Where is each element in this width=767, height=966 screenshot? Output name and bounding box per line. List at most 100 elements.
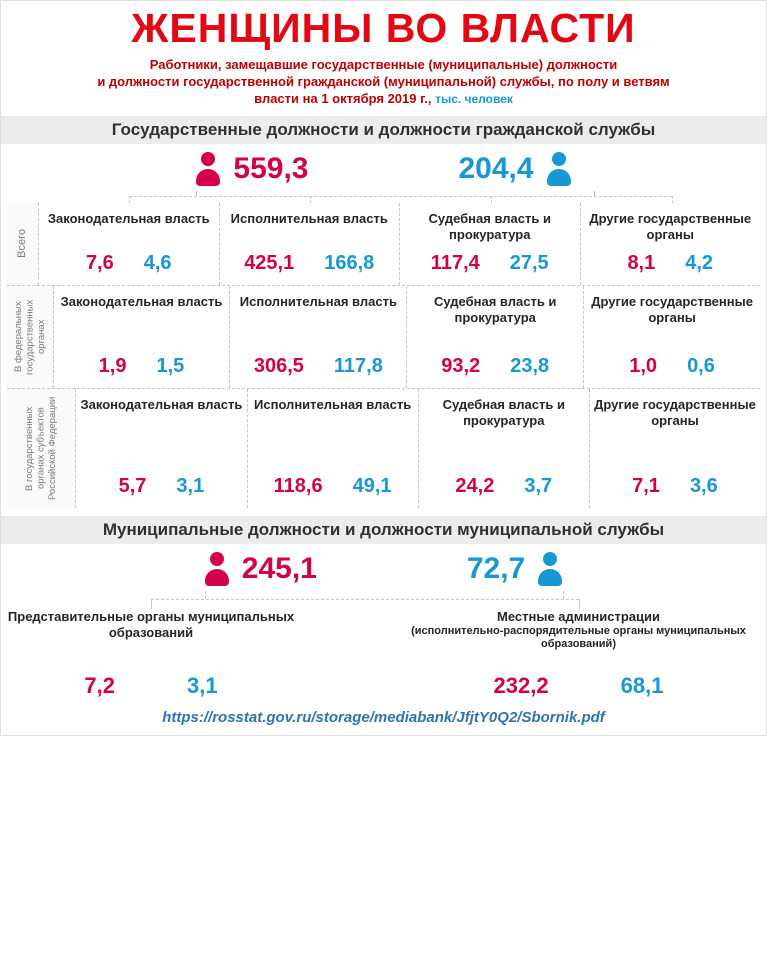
table-row-federal: В федеральных государственных органах За… — [7, 284, 760, 388]
dashed-connector-line — [129, 196, 672, 198]
men-value: 3,7 — [524, 474, 553, 497]
men-value: 0,6 — [687, 354, 715, 377]
women-value: 7,1 — [632, 474, 660, 497]
cell-values: 232,2 68,1 — [391, 673, 766, 703]
cell-other: Другие государственные органы 7,1 3,6 — [588, 388, 760, 508]
row-label-text: В государственных органах субъектов Росс… — [24, 396, 58, 500]
row-label-text: Всего — [15, 229, 28, 259]
cell-judicial: Судебная власть и прокуратура 117,4 27,5 — [399, 203, 580, 285]
men-value: 166,8 — [324, 251, 375, 274]
cell-values: 117,4 27,5 — [404, 252, 576, 275]
municipal-group-note: (исполнительно-распорядительные органы м… — [411, 624, 746, 651]
dashed-connector-line — [563, 590, 564, 599]
cell-values: 1,0 0,6 — [588, 355, 756, 378]
cell-values: 5,7 3,1 — [80, 475, 242, 498]
dashed-connector-line — [151, 598, 579, 600]
cell-values: 7,2 3,1 — [1, 673, 301, 703]
cell-values: 1,9 1,5 — [58, 355, 226, 378]
municipal-group-title: Местные администрации — [497, 608, 660, 624]
municipal-total-men: 72,7 — [466, 551, 526, 585]
state-total-women: 559,3 — [233, 152, 309, 186]
men-value: 27,5 — [509, 251, 549, 274]
dashed-connector-line — [151, 598, 152, 609]
men-value: 3,6 — [689, 474, 718, 497]
row-label-text: В федеральных государственных органах — [12, 299, 47, 375]
state-total-men: 204,4 — [458, 152, 534, 186]
male-icon — [546, 152, 572, 186]
state-totals: 559,3 204,4 — [1, 147, 766, 191]
subtitle: Работники, замещавшие государственные (м… — [1, 56, 766, 108]
cell-other: Другие государственные органы 1,0 0,6 — [583, 285, 760, 388]
column-header-other: Другие государственные органы — [594, 396, 756, 428]
dashed-connector-line — [579, 598, 580, 609]
men-value: 3,1 — [187, 672, 218, 698]
municipal-section-title: Муниципальные должности и должности муни… — [1, 515, 766, 544]
column-header-executive: Исполнительная власть — [230, 211, 388, 227]
subtitle-line-3: власти на 1 октября 2019 г., — [254, 91, 432, 107]
column-header-executive: Исполнительная власть — [254, 396, 412, 412]
row-label-federal: В федеральных государственных органах — [7, 285, 54, 388]
women-value: 232,2 — [493, 672, 549, 698]
cell-legislative: Законодательная власть 5,7 3,1 — [76, 389, 246, 508]
women-value: 8,1 — [627, 251, 656, 274]
cell-values: 8,1 4,2 — [585, 252, 757, 275]
dashed-connector-line — [491, 196, 492, 204]
male-icon — [537, 552, 563, 586]
municipal-group-title: Представительные органы муниципальных об… — [7, 608, 295, 640]
cell-values: 118,6 49,1 — [252, 475, 414, 498]
table-row-total: Всего Законодательная власть 7,6 4,6 Исп… — [7, 203, 760, 285]
subtitle-line-2: и должности государственной гражданской … — [97, 74, 670, 90]
footer: https://rosstat.gov.ru/storage/mediabank… — [1, 709, 766, 727]
men-value: 4,2 — [685, 251, 714, 274]
subtitle-unit: тыс. человек — [435, 92, 513, 107]
dashed-connector-line — [310, 196, 311, 204]
column-header-other: Другие государственные органы — [589, 211, 752, 243]
source-link[interactable]: https://rosstat.gov.ru/storage/mediabank… — [162, 708, 605, 726]
dashed-connector-line — [129, 196, 130, 204]
cell-executive: Исполнительная власть 306,5 117,8 — [229, 285, 406, 388]
dashed-connector-line — [672, 196, 673, 204]
cell-judicial: Судебная власть и прокуратура 93,2 23,8 — [406, 285, 583, 388]
cell-other: Другие государственные органы 8,1 4,2 — [579, 203, 761, 285]
cell-legislative: Законодательная власть 1,9 1,5 — [54, 286, 230, 388]
cell-values: 7,6 4,6 — [43, 252, 215, 275]
men-value: 4,6 — [143, 251, 172, 274]
municipal-groups: Представительные органы муниципальных об… — [1, 609, 766, 703]
column-header-other: Другие государственные органы — [591, 293, 753, 325]
municipal-totals: 245,1 72,7 — [1, 547, 766, 591]
cell-executive: Исполнительная власть 118,6 49,1 — [246, 388, 418, 508]
cell-executive: Исполнительная власть 425,1 166,8 — [218, 203, 400, 285]
infographic-women-in-power: ЖЕНЩИНЫ ВО ВЛАСТИ Работники, замещавшие … — [1, 5, 766, 739]
municipal-group-representative: Представительные органы муниципальных об… — [1, 609, 301, 703]
column-header-legislative: Законодательная власть — [80, 396, 243, 412]
column-header-judicial: Судебная власть и прокуратура — [442, 396, 565, 428]
women-value: 306,5 — [253, 354, 304, 377]
women-value: 117,4 — [430, 251, 480, 274]
cell-legislative: Законодательная власть 7,6 4,6 — [39, 203, 219, 285]
women-value: 24,2 — [455, 474, 495, 497]
municipal-total-women: 245,1 — [241, 551, 317, 585]
column-header-legislative: Законодательная власть — [60, 293, 223, 309]
cell-values: 24,2 3,7 — [423, 475, 585, 498]
cell-values: 93,2 23,8 — [411, 355, 579, 378]
dashed-connector-line — [196, 191, 197, 197]
cell-values: 425,1 166,8 — [224, 252, 396, 275]
state-connector — [1, 191, 766, 204]
dashed-connector-line — [205, 590, 206, 599]
table-row-regional: В государственных органах субъектов Росс… — [7, 387, 760, 508]
dashed-connector-line — [594, 191, 595, 197]
women-value: 7,6 — [85, 251, 114, 274]
column-header-executive: Исполнительная власть — [239, 293, 397, 309]
column-header-judicial: Судебная власть и прокуратура — [428, 211, 551, 243]
women-value: 5,7 — [118, 474, 147, 497]
column-header-judicial: Судебная власть и прокуратура — [434, 293, 557, 325]
women-value: 1,0 — [629, 354, 658, 377]
row-label-regional: В государственных органах субъектов Росс… — [7, 388, 77, 508]
cell-values: 7,1 3,6 — [594, 475, 756, 498]
state-section-title: Государственные должности и должности гр… — [1, 116, 766, 145]
men-value: 68,1 — [620, 672, 664, 698]
men-value: 49,1 — [352, 474, 392, 497]
women-value: 1,9 — [98, 354, 127, 377]
row-label-total: Всего — [7, 203, 39, 285]
men-value: 3,1 — [176, 474, 205, 497]
